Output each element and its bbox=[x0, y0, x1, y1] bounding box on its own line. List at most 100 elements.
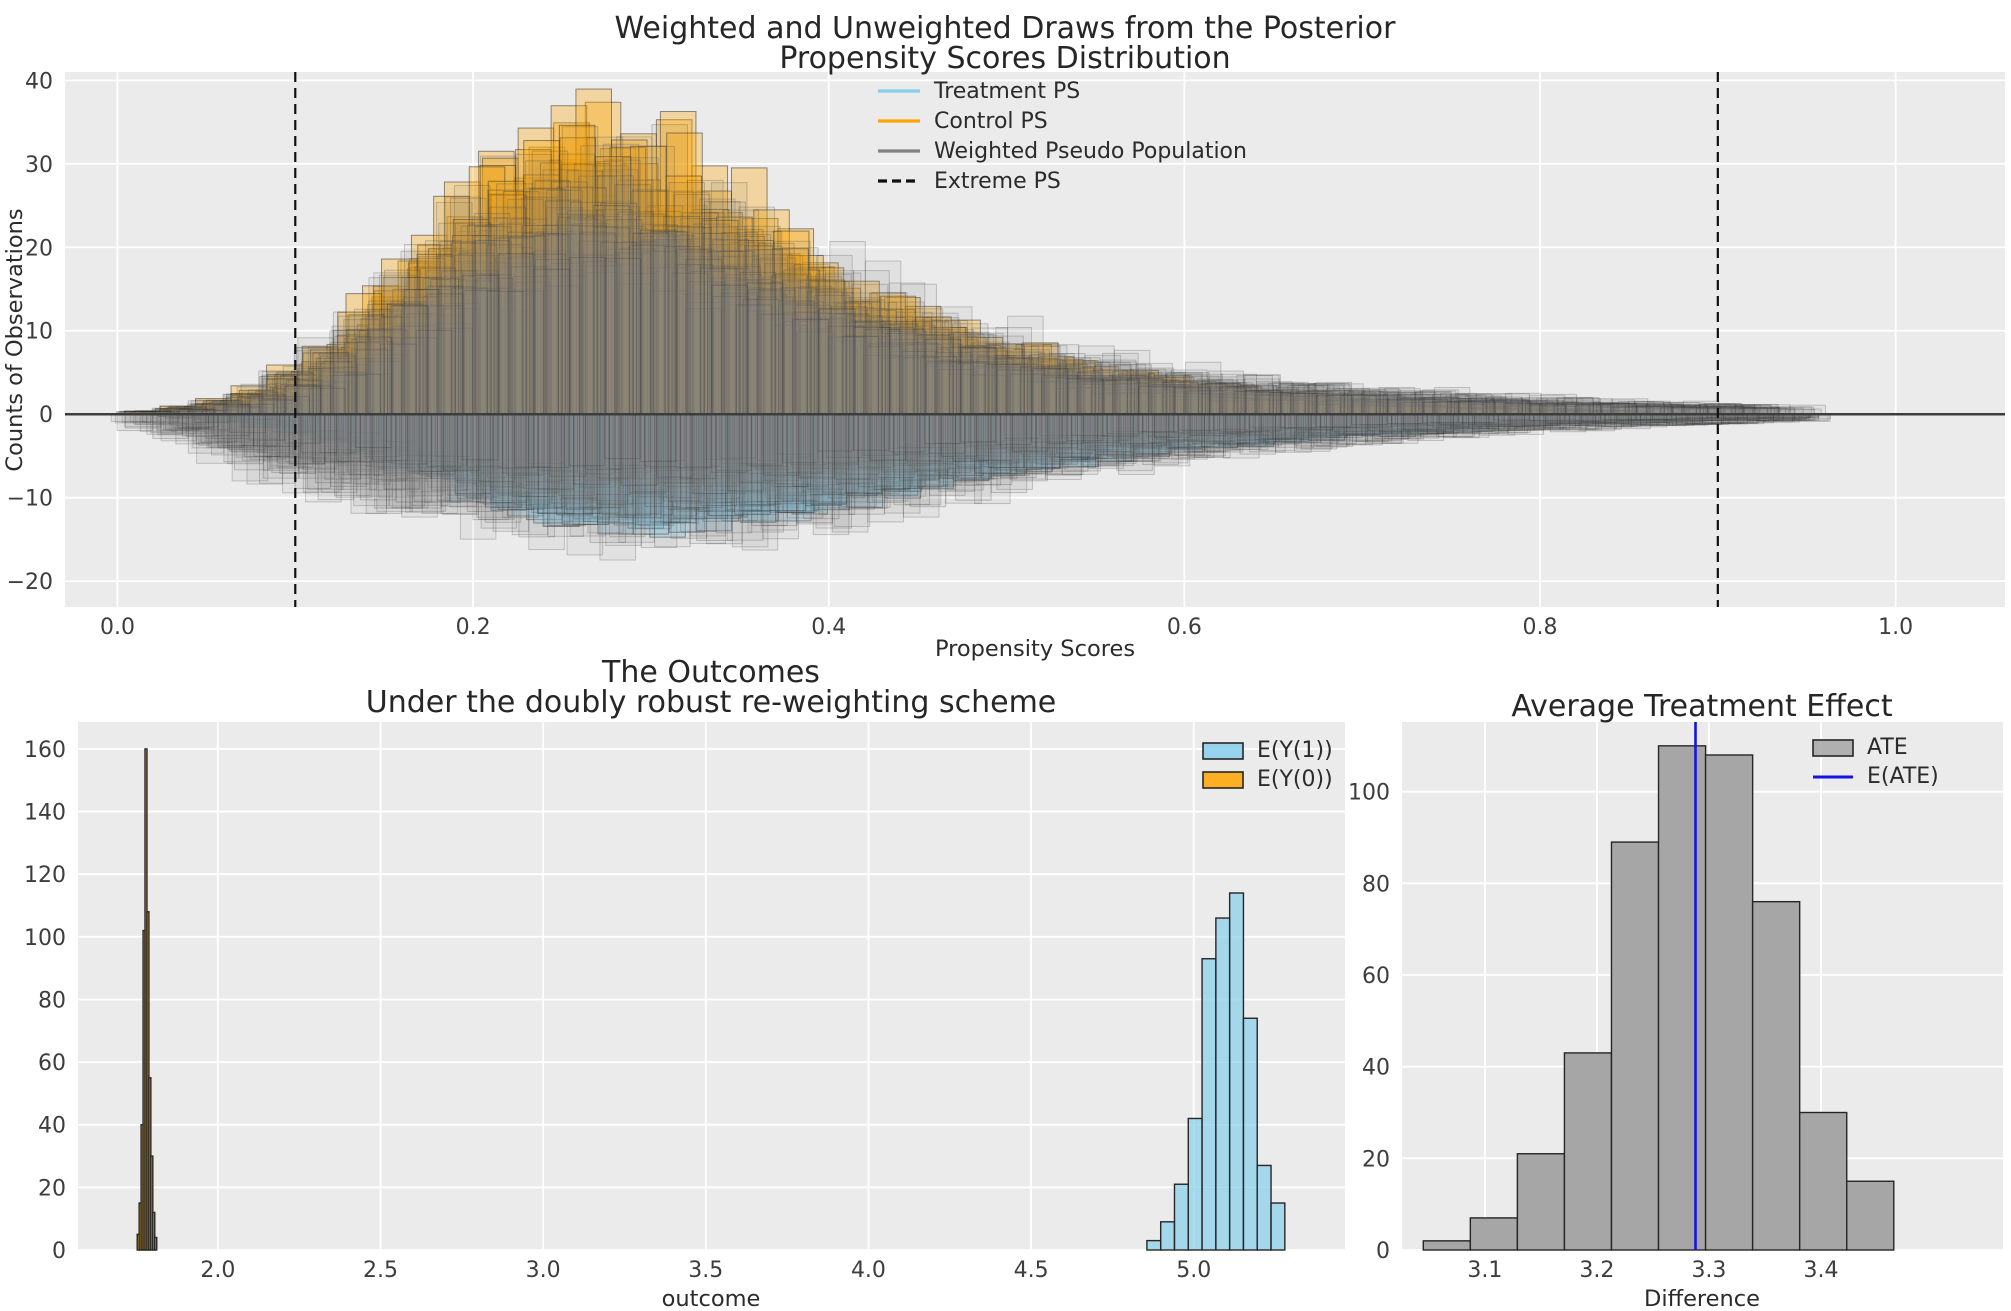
legend-sample-patch bbox=[1202, 771, 1244, 789]
legend-item-label: E(Y(1)) bbox=[1257, 738, 1333, 763]
histogram-bar bbox=[879, 295, 917, 415]
histogram-bar bbox=[1103, 388, 1141, 415]
histogram-bar bbox=[1066, 378, 1104, 415]
histogram-bar bbox=[372, 285, 410, 415]
histogram-bar bbox=[1012, 384, 1050, 415]
histogram-bar bbox=[564, 253, 602, 415]
outcomes-xlabel: outcome bbox=[662, 1286, 761, 1311]
histogram-bar bbox=[279, 413, 316, 475]
histogram-bar bbox=[1346, 413, 1383, 446]
histogram-bar bbox=[407, 262, 445, 415]
histogram-bar bbox=[593, 205, 630, 415]
y-tick-label: 120 bbox=[24, 863, 66, 888]
outcomes-title-line2: Under the doubly robust re-weighting sch… bbox=[366, 685, 1057, 720]
histogram-bar bbox=[1070, 386, 1107, 415]
ate-xlabel: Difference bbox=[1644, 1286, 1760, 1311]
y-tick-label: 40 bbox=[38, 1114, 66, 1139]
histogram-bar bbox=[930, 371, 967, 415]
histogram-bar bbox=[1595, 413, 1632, 428]
histogram-bar bbox=[617, 277, 654, 415]
histogram-bar bbox=[429, 322, 467, 415]
histogram-bar bbox=[467, 249, 504, 415]
y-tick-label: 60 bbox=[1362, 964, 1390, 989]
histogram-bar bbox=[634, 413, 672, 530]
histogram-bar bbox=[858, 346, 896, 415]
histogram-bar bbox=[960, 347, 997, 415]
x-tick-label: 0.8 bbox=[1523, 615, 1558, 640]
histogram-bar bbox=[853, 326, 891, 415]
histogram-bar bbox=[422, 296, 460, 415]
histogram-bar bbox=[645, 210, 682, 415]
histogram-bar bbox=[929, 362, 967, 415]
histogram-bar bbox=[856, 342, 893, 415]
histogram-bar bbox=[701, 219, 739, 415]
histogram-bar bbox=[585, 212, 623, 415]
histogram-bar bbox=[777, 413, 814, 514]
histogram-bar bbox=[1027, 380, 1064, 415]
histogram-bar bbox=[1452, 413, 1490, 438]
histogram-bar bbox=[1045, 384, 1083, 415]
histogram-bar bbox=[1559, 413, 1597, 431]
histogram-bar bbox=[432, 285, 469, 415]
histogram-bar bbox=[500, 285, 538, 415]
histogram-bar bbox=[955, 413, 992, 501]
histogram-bar bbox=[1600, 403, 1637, 415]
histogram-bar bbox=[1666, 413, 1703, 425]
histogram-bar bbox=[749, 283, 787, 415]
x-tick-label: 0.4 bbox=[811, 615, 846, 640]
histogram-bar bbox=[467, 224, 504, 415]
y-tick-label: 30 bbox=[25, 153, 53, 178]
histogram-bar bbox=[783, 269, 821, 415]
histogram-bar bbox=[604, 257, 642, 415]
histogram-bar bbox=[536, 267, 573, 415]
histogram-bar bbox=[1239, 413, 1277, 455]
histogram-bar bbox=[1493, 399, 1531, 415]
histogram-bar bbox=[785, 323, 822, 415]
histogram-bar bbox=[379, 316, 417, 415]
histogram-bar bbox=[463, 266, 501, 415]
histogram-bar bbox=[889, 328, 926, 415]
histogram-bar bbox=[1034, 381, 1072, 415]
histogram-bar bbox=[737, 299, 775, 415]
histogram-bar bbox=[528, 413, 565, 551]
histogram-bar bbox=[1173, 386, 1211, 415]
histogram-bar bbox=[467, 310, 505, 415]
histogram-bar bbox=[688, 296, 725, 415]
histogram-bar bbox=[1310, 413, 1348, 448]
histogram-bar bbox=[1102, 378, 1139, 415]
histogram-bar bbox=[919, 413, 957, 490]
histogram-bar bbox=[1107, 382, 1144, 415]
histogram-bar bbox=[1036, 386, 1074, 415]
x-tick-label: 1.0 bbox=[1878, 615, 1913, 640]
histogram-bar bbox=[763, 253, 801, 415]
histogram-bar bbox=[1458, 400, 1495, 415]
histogram-bar bbox=[1280, 393, 1317, 415]
histogram-bar bbox=[172, 413, 210, 429]
histogram-bar bbox=[534, 180, 572, 415]
histogram-bar bbox=[344, 342, 381, 415]
histogram-bar bbox=[1529, 404, 1566, 415]
histogram-bar bbox=[430, 278, 467, 415]
histogram-bar bbox=[453, 260, 490, 415]
axes-outcomes: 2.0 2.5 3.0 3.5 4.0 4.5 5.00204060801001201401… bbox=[24, 722, 1345, 1283]
y-tick-label: 0 bbox=[39, 403, 53, 428]
histogram-bar bbox=[691, 165, 729, 415]
x-tick-label: 2.5 bbox=[363, 1258, 398, 1283]
histogram-bar bbox=[154, 1236, 158, 1251]
histogram-bar bbox=[382, 323, 419, 415]
histogram-bar bbox=[502, 246, 540, 415]
histogram-bar bbox=[1201, 958, 1217, 1251]
histogram-bar bbox=[924, 338, 962, 415]
histogram-bar bbox=[586, 251, 623, 415]
histogram-bar bbox=[386, 413, 423, 509]
histogram-bar bbox=[1055, 387, 1093, 415]
histogram-bar bbox=[248, 394, 286, 415]
histogram-bar bbox=[806, 318, 844, 415]
histogram-bar bbox=[823, 336, 860, 415]
histogram-bar bbox=[972, 382, 1010, 415]
histogram-bar bbox=[346, 329, 383, 415]
histogram-bar bbox=[315, 357, 353, 415]
histogram-bar bbox=[1020, 381, 1057, 415]
